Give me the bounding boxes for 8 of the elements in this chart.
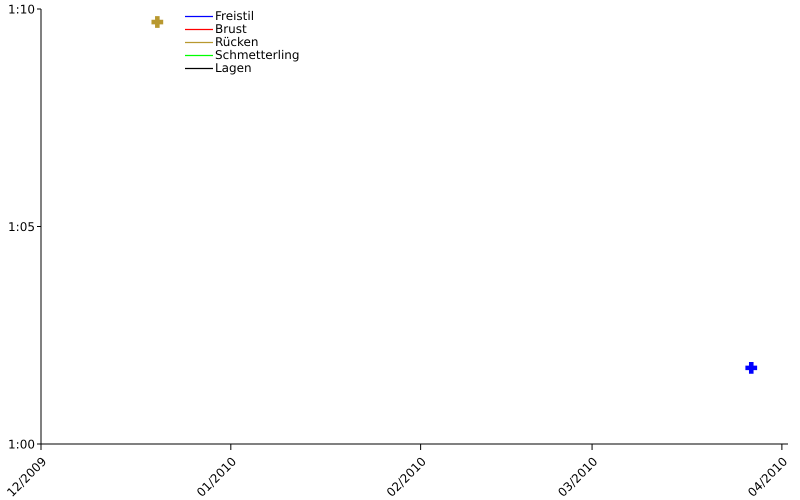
legend-label: Rücken [215,35,259,49]
y-tick-label: 1:05 [8,220,35,234]
legend-label: Brust [215,22,247,36]
y-tick-label: 1:10 [8,2,35,16]
y-tick-label: 1:00 [8,437,35,452]
legend-label: Freistil [215,9,254,23]
legend-label: Schmetterling [215,48,300,62]
legend-label: Lagen [215,61,252,75]
